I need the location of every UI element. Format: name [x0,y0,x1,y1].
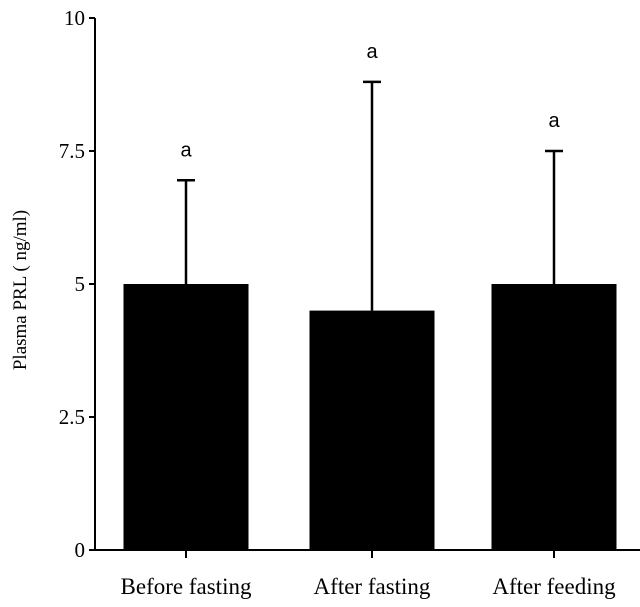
significance-label: a [366,41,378,63]
bars: a a a [123,41,617,550]
x-axis: Before fasting After fasting After feeding [95,549,640,599]
x-tick-label: After fasting [314,574,431,599]
bar [309,310,435,550]
bar [123,284,249,550]
y-tick-label: 10 [64,6,85,30]
significance-label: a [548,110,560,132]
bar [491,284,617,550]
y-tick-label: 7.5 [59,139,85,163]
y-tick-label: 0 [75,538,86,562]
y-tick-label: 5 [75,272,86,296]
x-tick-label: Before fasting [121,574,252,599]
y-tick-label: 2.5 [59,405,85,429]
y-axis-title: Plasma PRL ( ng/ml) [10,210,31,370]
y-axis: 0 2.5 5 7.5 10 [59,6,96,562]
x-tick-label: After feeding [492,574,616,599]
significance-label: a [180,139,192,161]
